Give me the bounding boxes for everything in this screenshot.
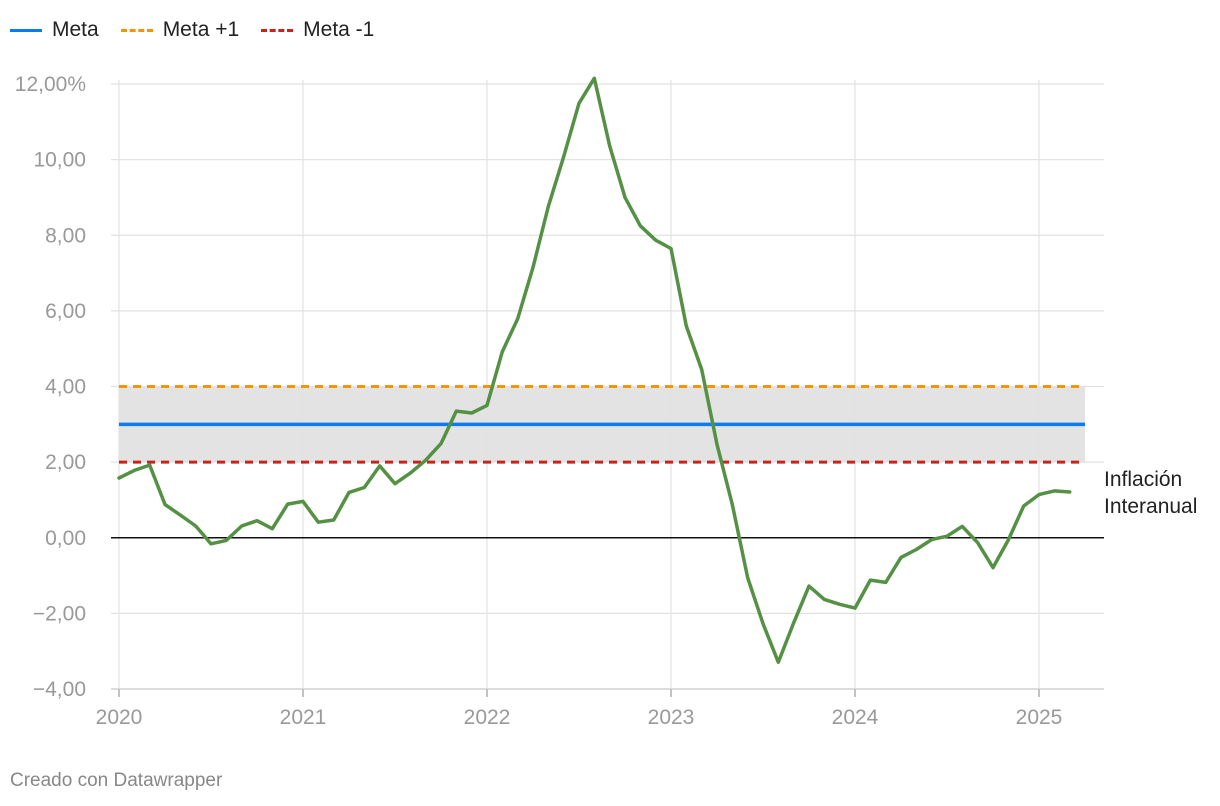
y-tick-label-6: 0,00 — [45, 527, 86, 550]
data-point-16 — [362, 486, 366, 489]
data-point-24 — [485, 404, 489, 407]
legend: Meta Meta +1 Meta -1 — [10, 16, 396, 44]
data-point-32 — [608, 144, 612, 148]
data-point-6 — [209, 542, 213, 546]
y-tick-label-7: −2,00 — [33, 602, 86, 625]
data-point-27 — [531, 265, 535, 269]
data-point-56 — [976, 541, 980, 545]
data-point-54 — [945, 534, 949, 538]
legend-swatch-icon — [10, 28, 42, 32]
data-point-46 — [822, 597, 826, 601]
data-point-15 — [347, 490, 351, 494]
legend-label: Meta -1 — [303, 18, 375, 41]
data-point-40 — [730, 503, 734, 506]
legend-swatch-icon — [120, 28, 153, 32]
y-tick-label-1: 10,00 — [33, 149, 86, 172]
data-point-35 — [654, 238, 658, 242]
data-point-48 — [853, 606, 857, 610]
y-tick-label-0: 12,00% — [15, 73, 86, 96]
legend-label: Meta +1 — [162, 18, 240, 41]
data-point-0 — [117, 476, 121, 480]
data-point-2 — [148, 463, 152, 467]
data-point-25 — [500, 350, 504, 354]
legend-label: Meta — [52, 18, 99, 41]
data-point-51 — [899, 556, 903, 559]
data-point-28 — [546, 205, 550, 208]
data-point-14 — [332, 518, 336, 522]
x-tick-label-1: 2021 — [280, 706, 327, 729]
data-point-43 — [776, 660, 780, 664]
series-points — [117, 76, 1072, 664]
data-point-22 — [454, 409, 458, 413]
y-tick-label-2: 8,00 — [45, 224, 86, 247]
data-point-62 — [1068, 490, 1072, 494]
data-point-5 — [194, 524, 198, 528]
data-point-23 — [470, 411, 474, 415]
data-point-7 — [224, 538, 228, 542]
data-point-30 — [577, 101, 581, 105]
data-point-13 — [316, 520, 320, 524]
line-chart: 12,00% 10,00 8,00 6,00 4,00 2,00 0,00 −2,00 −4,0… — [15, 73, 1198, 729]
data-point-59 — [1022, 504, 1026, 508]
series-line-inflacion — [117, 76, 1072, 664]
data-point-3 — [163, 503, 167, 506]
data-point-26 — [516, 317, 520, 321]
y-tick-label-4: 4,00 — [45, 376, 86, 399]
data-point-29 — [562, 155, 566, 159]
data-point-53 — [930, 538, 934, 542]
series-label-line-1: Interanual — [1104, 495, 1197, 518]
credit-text: Creado con Datawrapper — [10, 770, 223, 791]
data-point-60 — [1037, 493, 1041, 497]
legend-item-0: Meta — [10, 18, 99, 42]
data-point-19 — [408, 471, 412, 475]
data-point-12 — [301, 500, 305, 503]
x-tick-label-3: 2023 — [648, 706, 695, 729]
data-point-39 — [715, 442, 719, 446]
data-point-49 — [868, 578, 872, 582]
data-point-17 — [378, 464, 382, 468]
data-point-57 — [991, 566, 995, 570]
data-point-41 — [746, 576, 750, 580]
y-tick-label-8: −4,00 — [33, 678, 86, 701]
x-tick-label-4: 2024 — [832, 706, 879, 729]
y-tick-label-5: 2,00 — [45, 451, 86, 474]
data-point-52 — [914, 548, 918, 551]
legend-item-2: Meta -1 — [261, 18, 374, 42]
data-point-38 — [700, 368, 704, 371]
data-point-47 — [838, 602, 842, 606]
series-label-line-0: Inflación — [1104, 468, 1182, 491]
x-tick-label-5: 2025 — [1016, 706, 1063, 729]
data-point-36 — [669, 247, 673, 250]
legend-item-1: Meta +1 — [120, 18, 240, 42]
y-tick-label-3: 6,00 — [45, 300, 86, 323]
data-point-61 — [1052, 489, 1056, 493]
legend-swatch-icon — [261, 28, 294, 32]
data-point-1 — [132, 469, 136, 472]
data-point-20 — [424, 458, 428, 462]
data-point-58 — [1006, 538, 1010, 542]
data-point-45 — [807, 584, 811, 588]
series-label-inflacion: Inflación Interanual — [1104, 468, 1197, 518]
data-point-18 — [393, 482, 397, 486]
data-point-4 — [178, 513, 182, 517]
x-tick-label-0: 2020 — [96, 706, 143, 729]
data-point-55 — [960, 525, 964, 528]
data-point-37 — [684, 324, 688, 328]
data-point-31 — [592, 76, 596, 80]
x-tick-label-2: 2022 — [464, 706, 511, 729]
data-point-21 — [439, 442, 443, 445]
data-point-42 — [761, 622, 765, 625]
data-point-9 — [255, 519, 259, 523]
data-point-34 — [638, 224, 642, 228]
data-point-8 — [240, 524, 244, 528]
data-point-11 — [286, 502, 290, 506]
data-point-44 — [792, 621, 796, 625]
data-point-10 — [270, 527, 274, 531]
data-point-33 — [623, 196, 627, 199]
data-point-50 — [884, 580, 888, 584]
